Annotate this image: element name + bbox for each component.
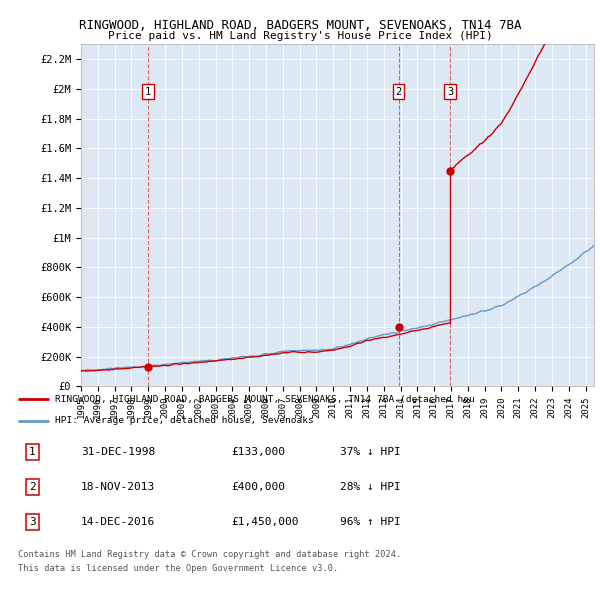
- Text: HPI: Average price, detached house, Sevenoaks: HPI: Average price, detached house, Seve…: [55, 416, 314, 425]
- Text: Contains HM Land Registry data © Crown copyright and database right 2024.: Contains HM Land Registry data © Crown c…: [18, 550, 401, 559]
- Text: 1: 1: [29, 447, 35, 457]
- Text: 2: 2: [395, 87, 401, 97]
- Text: 14-DEC-2016: 14-DEC-2016: [81, 517, 155, 527]
- Text: 2: 2: [29, 482, 35, 491]
- Text: 31-DEC-1998: 31-DEC-1998: [81, 447, 155, 457]
- Text: RINGWOOD, HIGHLAND ROAD, BADGERS MOUNT, SEVENOAKS, TN14 7BA: RINGWOOD, HIGHLAND ROAD, BADGERS MOUNT, …: [79, 19, 521, 32]
- Text: RINGWOOD, HIGHLAND ROAD, BADGERS MOUNT, SEVENOAKS, TN14 7BA (detached hou: RINGWOOD, HIGHLAND ROAD, BADGERS MOUNT, …: [55, 395, 475, 404]
- Text: This data is licensed under the Open Government Licence v3.0.: This data is licensed under the Open Gov…: [18, 563, 338, 572]
- Text: 3: 3: [29, 517, 35, 527]
- Text: 37% ↓ HPI: 37% ↓ HPI: [340, 447, 401, 457]
- Text: £1,450,000: £1,450,000: [231, 517, 298, 527]
- Text: £400,000: £400,000: [231, 482, 285, 491]
- Text: 28% ↓ HPI: 28% ↓ HPI: [340, 482, 401, 491]
- Text: 3: 3: [447, 87, 454, 97]
- Text: 96% ↑ HPI: 96% ↑ HPI: [340, 517, 401, 527]
- Text: £133,000: £133,000: [231, 447, 285, 457]
- Text: 1: 1: [145, 87, 151, 97]
- Text: Price paid vs. HM Land Registry's House Price Index (HPI): Price paid vs. HM Land Registry's House …: [107, 31, 493, 41]
- Text: 18-NOV-2013: 18-NOV-2013: [81, 482, 155, 491]
